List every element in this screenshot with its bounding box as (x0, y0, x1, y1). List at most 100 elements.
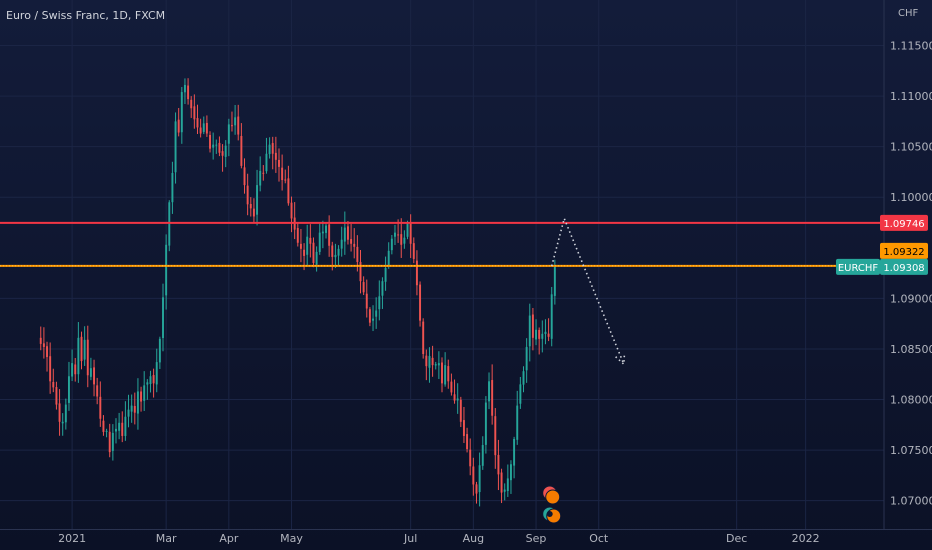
candle (215, 139, 218, 154)
candle (111, 424, 114, 461)
candle (265, 137, 268, 174)
y-tick-label: 1.10000 (890, 191, 932, 204)
last-price-tag: 1.09308 (883, 263, 924, 274)
candle-body (334, 254, 337, 258)
candle-body (252, 208, 255, 217)
y-tick-label: 1.10500 (890, 141, 932, 154)
candle-body (525, 346, 528, 371)
candle-body (315, 251, 318, 265)
candle-body (162, 297, 164, 339)
candle-body (52, 381, 55, 388)
candle-body (318, 232, 321, 252)
candle-body (290, 202, 293, 219)
support-price-tag-bg (880, 242, 928, 259)
candle (183, 78, 186, 105)
candle (343, 211, 346, 255)
candle-body (375, 310, 378, 317)
candle-body (171, 172, 174, 203)
candle (553, 259, 556, 305)
candle-body (337, 248, 340, 256)
candle (346, 221, 349, 245)
candle (152, 368, 155, 398)
candle-body (136, 391, 139, 414)
candle-body (381, 281, 384, 296)
candle-body (456, 398, 459, 401)
y-tick-label: 1.08000 (890, 394, 932, 407)
last-price-tag-bg (880, 258, 928, 275)
dividend-event-icon[interactable] (545, 489, 561, 505)
candle (130, 394, 133, 423)
candle-body (278, 159, 280, 167)
candle (221, 144, 224, 172)
projection (550, 215, 626, 366)
candle (403, 230, 406, 249)
projection-arrowhead (615, 353, 626, 366)
candle (419, 281, 422, 327)
candle-body (472, 466, 475, 485)
time-axis[interactable]: 2021 Mar Apr May Jul Aug Sep Oct Dec 2022 (58, 532, 820, 545)
candle (525, 338, 528, 383)
candle (337, 245, 340, 266)
projection-path[interactable] (550, 215, 625, 365)
grid (0, 0, 884, 529)
candle (444, 352, 447, 387)
candle-body (287, 178, 290, 204)
candle (516, 390, 519, 445)
candle (456, 383, 459, 414)
candle (522, 366, 525, 393)
candle-body (193, 106, 196, 120)
candle (287, 165, 290, 206)
candle (83, 326, 86, 366)
candle (158, 336, 161, 369)
candle-body (459, 399, 462, 422)
x-tick-label: Oct (589, 532, 609, 545)
candle (431, 345, 434, 377)
price-axis[interactable]: 1.11500 1.11000 1.10500 1.10000 1.09000 1.085… (890, 40, 932, 508)
candle-body (140, 391, 143, 402)
candle-body (343, 227, 346, 242)
candle (77, 322, 80, 383)
candle-body (365, 293, 368, 309)
candle-body (121, 422, 124, 436)
candle-body (491, 380, 494, 416)
candle (89, 357, 92, 381)
candle (162, 283, 164, 352)
candle (290, 196, 293, 233)
candle-body (46, 346, 48, 358)
candle-body (183, 84, 186, 93)
candle (61, 413, 64, 436)
candle (256, 169, 259, 226)
candle (230, 111, 233, 132)
candle (86, 325, 89, 388)
candle-body (190, 99, 193, 109)
candle (49, 342, 52, 394)
candle-body (284, 179, 287, 181)
candle (190, 96, 193, 118)
y-tick-label: 1.07000 (890, 495, 932, 508)
candle-body (249, 204, 252, 209)
candle (140, 386, 143, 412)
candle-body (146, 382, 149, 385)
candle-body (299, 243, 302, 249)
candle (67, 361, 70, 411)
currency-label: CHF (898, 8, 919, 19)
candle-body (224, 145, 227, 157)
candle (52, 368, 55, 393)
candle (459, 396, 462, 428)
candle (340, 226, 343, 257)
event-badges[interactable] (542, 485, 562, 524)
candle-body (450, 381, 453, 393)
candle-body (99, 396, 102, 419)
candle-body (406, 223, 409, 237)
candle (165, 234, 168, 310)
candle-body (237, 116, 240, 135)
candle-body (359, 261, 362, 282)
candle-body (394, 232, 396, 237)
candle-body (202, 123, 205, 132)
candle-body (437, 363, 440, 366)
candle-body (89, 368, 92, 377)
candle (428, 347, 431, 383)
candle-body (535, 329, 538, 340)
